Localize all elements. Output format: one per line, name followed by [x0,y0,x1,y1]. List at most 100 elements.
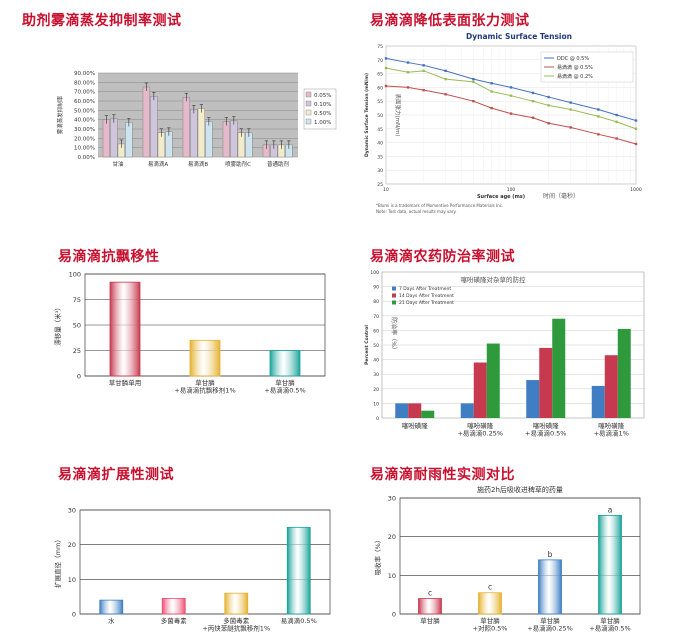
data-point [406,61,410,64]
x-tick-label: 草甘膦+易滴滴0.25% [527,616,573,633]
bar-label: c [428,589,432,598]
bar [478,592,502,615]
y-tick-label: 0.00% [78,155,95,161]
y-tick-label: 30 [68,507,76,515]
control-title: 易滴滴农药防治率测试 [370,249,515,265]
bar [222,121,230,158]
data-point [472,77,475,81]
bar [526,380,540,418]
legend-label: 0.50% [314,111,331,117]
y-tick-label: 50 [73,322,81,330]
evap-title: 助剂雾滴蒸发抑制率测试 [22,13,182,29]
data-point [634,127,638,130]
y-tick-label: 70.00% [74,90,95,96]
bar-label: b [548,550,553,559]
y-axis-label-cn: 防治率（%） [390,317,398,353]
bar [286,526,311,615]
spread-title: 易滴滴扩展性测试 [58,467,174,483]
bar-label: c [488,583,492,592]
x-tick-label: 多菌毒素 [161,616,188,625]
y-tick-label: 30 [377,168,383,174]
y-tick-label: 80 [373,299,379,305]
drift-chart: 0 25 50 75 100 漂移量（米³） 草甘膦单用 草甘膦+易滴滴抗飘移剂1% 草甘膦+易… [53,271,326,395]
y-axis-label-cn: 表面张力(mN/m) [394,94,402,137]
rain-title: 易滴滴耐雨性实测对比 [370,467,515,483]
y-tick-label: 40 [373,358,379,364]
x-tick-label: 100 [507,187,516,193]
data-point [422,64,425,67]
y-axis-label: 漂移量（米³） [53,304,62,346]
bar [150,96,158,158]
y-tick-label: 35 [377,154,383,160]
bar [190,109,198,158]
bar [421,410,435,418]
data-point [509,86,513,89]
chart-title: Dynamic Surface Tension [466,32,572,41]
data-point [472,80,475,84]
y-tick-label: 25 [377,182,383,188]
legend-label: 易滴滴 @ 0.5% [557,64,593,71]
data-point [472,100,475,103]
x-tick-label: 喷雾助剂C [225,160,251,168]
bar [99,599,124,615]
data-point [444,77,447,81]
control-chart: 0 10 20 30 40 50 60 70 80 90 100 Percent Control 防治率… [364,270,645,438]
bar [224,592,249,615]
x-tick-label: 噻吩磺隆+易滴滴1% [594,421,629,438]
evaporation-chart: 0.00% 10.00% 20.00% 30.00% 40.00% 50.00% 60.00… [56,71,337,168]
x-tick-label: 易滴滴A [148,160,169,168]
data-point [597,108,600,111]
x-tick-label: 甘油 [112,160,124,168]
x-tick-label: 1000 [630,187,642,193]
bar [161,598,186,615]
x-tick-label: 水 [108,616,115,625]
bar [598,515,622,615]
y-tick-label: 100 [370,270,379,276]
y-axis-label: Dynamic Surface Tension (mN/m) [364,73,370,157]
y-tick-label: 45 [377,127,383,133]
y-tick-label: 10 [68,576,76,584]
bar [552,318,566,418]
data-point [422,88,425,92]
bar [205,121,213,158]
y-axis-label: Percent Control [364,325,370,365]
bar [395,403,409,418]
x-tick-label: 易滴滴0.5% [281,616,317,625]
y-tick-label: 90.00% [74,71,95,77]
x-tick-label: 草甘膦+对照0.5% [473,616,508,633]
data-point [569,108,572,111]
bar [109,281,141,377]
y-tick-label: 80.00% [74,80,95,86]
bar [604,355,618,418]
x-tick-label: 草甘膦 [420,616,440,625]
footnote: Note: Test data, actual results may vary… [376,209,457,214]
bar [102,119,110,158]
legend-label: 21 Days After Treatment [399,300,454,306]
y-tick-label: 20.00% [74,136,95,142]
y-tick-label: 30 [388,495,396,503]
y-tick-label: 0 [376,416,379,422]
bar [486,343,500,418]
x-tick-label: 噻吩磺隆 [402,421,429,430]
legend-swatch [392,286,396,291]
data-point [531,91,535,95]
y-tick-label: 70 [373,314,379,320]
legend-label: 14 Days After Treatment [399,293,454,299]
data-point [569,126,572,129]
legend-label: 1.00% [314,120,331,126]
legend-label: 0.05% [314,93,331,99]
legend-swatch [305,109,312,116]
data-point [569,101,572,104]
y-tick-label: 30 [373,372,379,378]
x-tick-label: 普通助剂 [267,160,290,168]
data-point [597,115,600,118]
chart-title: 噻吩磺隆对杂草的防控 [461,275,527,284]
x-tick-label: 草甘膦单用 [109,378,142,387]
data-point [490,106,493,110]
data-point [509,94,513,97]
y-tick-label: 90 [373,285,379,291]
y-tick-label: 60.00% [74,99,95,105]
y-tick-label: 40 [377,141,383,147]
bar [591,385,605,418]
rain-chart: 0 10 20 30 吸收率（%） c 草甘膦 c 草甘膦+对照0.5% b 草甘膦+易滴滴0.25… [373,485,641,633]
